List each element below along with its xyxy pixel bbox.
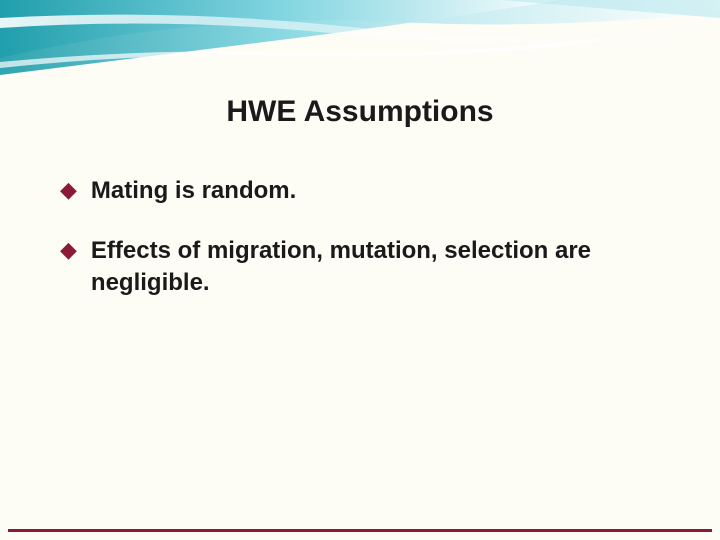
bullet-item: ◆ Effects of migration, mutation, select… bbox=[60, 235, 660, 299]
bottom-underline bbox=[8, 529, 712, 532]
bullet-item: ◆ Mating is random. bbox=[60, 175, 660, 207]
diamond-bullet-icon: ◆ bbox=[60, 175, 77, 205]
diamond-bullet-icon: ◆ bbox=[60, 235, 77, 265]
slide-title: HWE Assumptions bbox=[0, 95, 720, 129]
bullet-text: Effects of migration, mutation, selectio… bbox=[91, 235, 660, 299]
bullet-text: Mating is random. bbox=[91, 175, 296, 207]
slide-content: ◆ Mating is random. ◆ Effects of migrati… bbox=[60, 175, 660, 327]
